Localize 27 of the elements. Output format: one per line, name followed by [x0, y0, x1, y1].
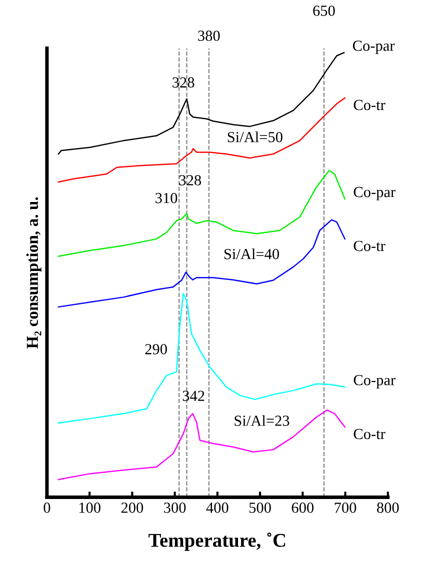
annotation: 310: [156, 192, 178, 204]
series-label: Co-tr: [354, 240, 386, 252]
annotation: 328: [179, 175, 202, 186]
series-label: Co-par: [352, 40, 395, 54]
series-label: Co-par: [354, 186, 396, 200]
series-label: Co-tr: [354, 100, 386, 110]
annotation: Si/Al=40: [224, 248, 280, 260]
annotation: 328: [172, 77, 194, 88]
ref-line-label: 380: [198, 30, 220, 41]
x-tick-label: 500: [249, 502, 271, 513]
x-axis-title: Temperature, ˚C: [148, 532, 286, 551]
ref-line-label: 650: [313, 6, 335, 16]
y-axis-title: H₂ consumption, a. u.: [26, 197, 42, 349]
x-tick-label: 100: [79, 502, 100, 513]
x-tick-label: 800: [377, 502, 399, 513]
annotation: 290: [145, 344, 167, 354]
x-tick-label: 200: [121, 502, 144, 513]
x-tick-label: 600: [292, 502, 314, 513]
x-tick-label: 400: [206, 502, 228, 513]
annotation: Si/Al=50: [228, 132, 282, 142]
x-tick-label: 300: [164, 502, 186, 513]
series-label: Co-tr: [354, 428, 386, 440]
annotation: Si/Al=23: [234, 415, 290, 426]
annotation: 342: [182, 390, 204, 402]
x-tick-label: 0: [44, 502, 50, 513]
x-tick-label: 700: [334, 502, 356, 513]
series-label: Co-par: [354, 374, 396, 388]
